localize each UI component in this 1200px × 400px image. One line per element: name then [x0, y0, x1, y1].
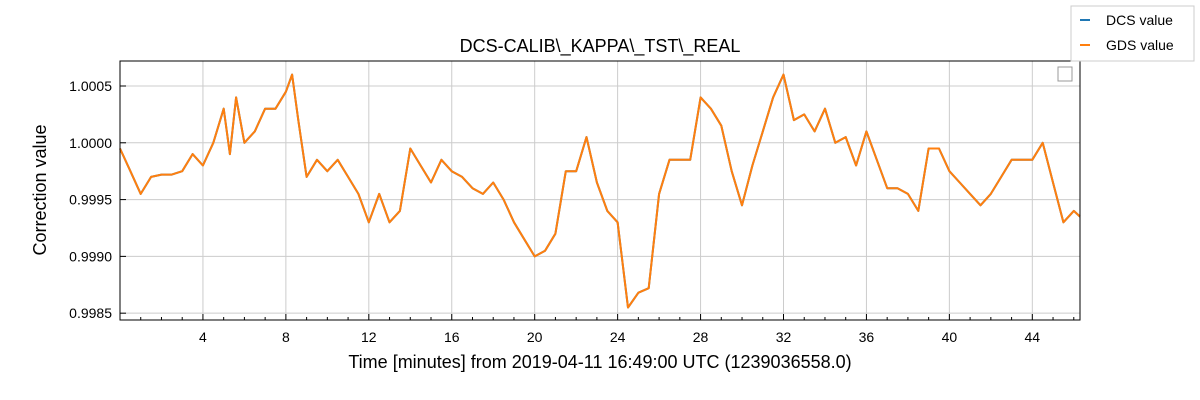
x-tick-label: 44: [1025, 329, 1041, 345]
legend-label-gds: GDS value: [1106, 37, 1174, 53]
x-tick-label: 36: [859, 329, 875, 345]
legend-label-dcs: DCS value: [1106, 12, 1173, 28]
x-tick-label: 32: [776, 329, 792, 345]
x-tick-label: 40: [942, 329, 958, 345]
chart-title: DCS-CALIB\_KAPPA\_TST\_REAL: [460, 36, 741, 57]
x-tick-label: 4: [199, 329, 207, 345]
x-tick-label: 8: [282, 329, 290, 345]
axes-frame: [119, 60, 1081, 321]
y-tick-label: 1.0000: [69, 135, 112, 151]
legend-frame: [1070, 5, 1195, 62]
y-tick-label: 0.9990: [69, 248, 112, 264]
y-tick-label: 0.9985: [69, 305, 112, 321]
y-tick-label: 0.9995: [69, 192, 112, 208]
x-tick-label: 12: [361, 329, 377, 345]
x-tick-label: 28: [693, 329, 709, 345]
y-tick-label: 1.0005: [69, 78, 112, 94]
series-line-gds-value: [119, 73, 1081, 309]
x-tick-label: 24: [610, 329, 626, 345]
x-tick-label: 20: [527, 329, 543, 345]
legend: DCS value GDS value: [1070, 5, 1195, 62]
tick-layer: 4 8 12 16 20 24 28 32 36 40 44 0.9985 0.9990 0.9995 1.…: [69, 78, 1075, 345]
series-layer: [119, 73, 1081, 309]
inner-legend-box: [1057, 66, 1073, 82]
x-axis-label: Time [minutes] from 2019-04-11 16:49:00 …: [348, 352, 851, 372]
x-tick-label: 16: [444, 329, 460, 345]
y-axis-label: Correction value: [30, 124, 50, 255]
